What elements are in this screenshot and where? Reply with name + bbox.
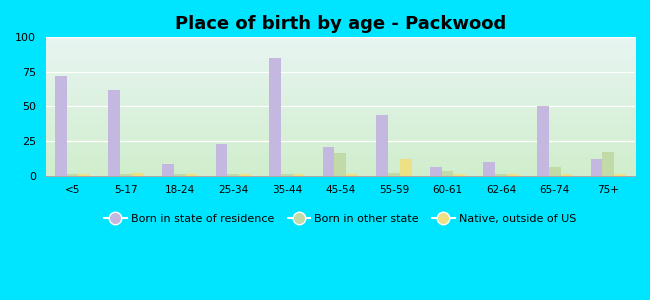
Bar <box>174 174 185 175</box>
Bar <box>441 171 454 176</box>
Bar <box>507 174 519 175</box>
Bar <box>560 174 572 175</box>
Bar <box>281 174 292 175</box>
Bar <box>430 167 441 176</box>
Bar <box>269 58 281 176</box>
Bar <box>614 174 626 175</box>
Bar <box>400 159 411 175</box>
Bar <box>335 153 346 176</box>
Bar <box>162 164 174 175</box>
Bar <box>549 167 560 176</box>
Bar <box>388 173 400 175</box>
Bar <box>216 144 228 175</box>
Bar <box>79 174 90 175</box>
Bar <box>120 174 132 175</box>
Bar <box>322 146 335 176</box>
Bar <box>239 174 251 175</box>
Bar <box>603 152 614 175</box>
Bar <box>484 162 495 176</box>
Bar <box>132 173 144 175</box>
Bar <box>109 90 120 176</box>
Bar <box>292 174 304 175</box>
Bar <box>66 174 79 175</box>
Bar <box>55 76 66 176</box>
Bar <box>454 174 465 175</box>
Bar <box>185 174 198 175</box>
Title: Place of birth by age - Packwood: Place of birth by age - Packwood <box>175 15 506 33</box>
Legend: Born in state of residence, Born in other state, Native, outside of US: Born in state of residence, Born in othe… <box>100 209 581 228</box>
Bar <box>346 174 358 175</box>
Bar <box>376 115 388 176</box>
Bar <box>227 174 239 175</box>
Bar <box>591 159 603 175</box>
Bar <box>495 174 507 175</box>
Bar <box>537 106 549 176</box>
